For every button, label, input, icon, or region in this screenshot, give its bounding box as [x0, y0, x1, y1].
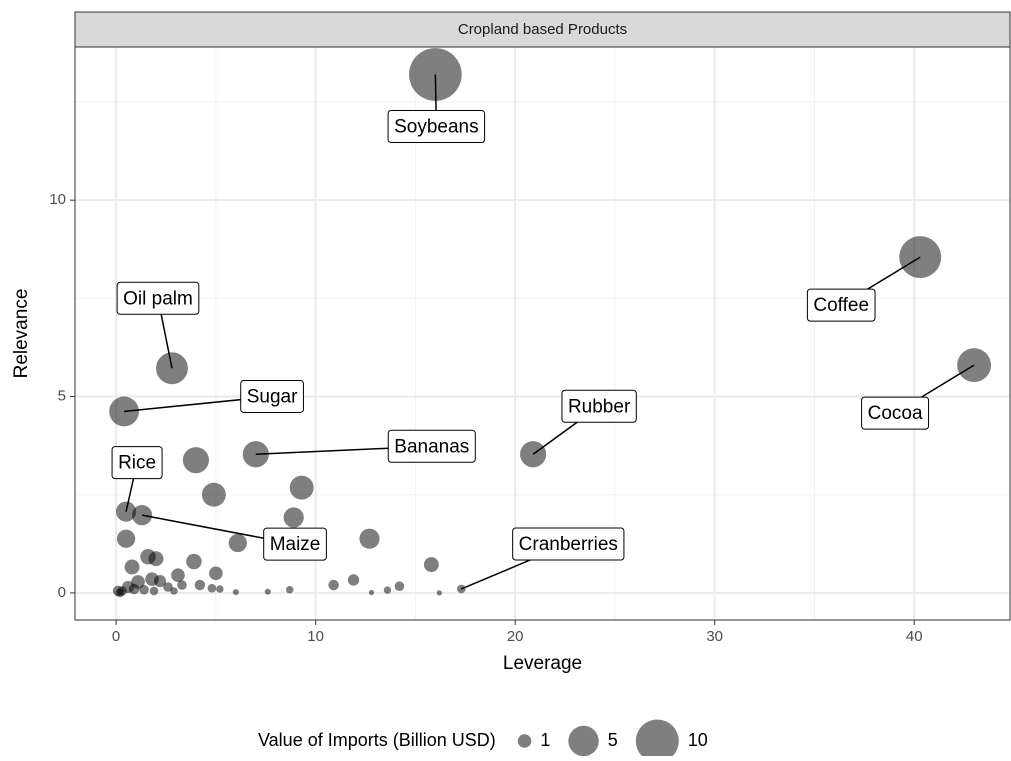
label-text: Cranberries [519, 534, 618, 555]
legend-title: Value of Imports (Billion USD) [258, 730, 496, 750]
label-text: Bananas [394, 436, 469, 457]
bubble [383, 586, 392, 594]
point-label: Cranberries [512, 527, 625, 561]
facet-strip [74, 11, 1011, 48]
point-label: Coffee [806, 288, 876, 322]
label-box [387, 109, 486, 143]
bubble [232, 589, 239, 596]
bubble [139, 584, 149, 595]
legend-key [568, 725, 599, 757]
x-tick-label: 30 [706, 628, 723, 645]
label-text: Maize [270, 534, 321, 555]
point-label: Cocoa [861, 396, 930, 430]
bubble [216, 585, 224, 593]
bubble [394, 581, 405, 592]
bubble [149, 586, 159, 596]
label-box [861, 396, 930, 430]
label-box [387, 429, 476, 463]
point-label: Oil palm [116, 281, 200, 315]
y-tick-label: 5 [58, 388, 66, 405]
bubble [109, 396, 139, 427]
y-tick-label: 0 [58, 584, 66, 601]
bubble [283, 507, 304, 528]
x-axis-title: Leverage [503, 653, 582, 674]
point-label: Sugar [240, 379, 304, 413]
bubble [186, 553, 202, 570]
bubble [347, 574, 360, 586]
bubble [171, 568, 185, 583]
point-label: Rubber [561, 389, 637, 423]
bubble [264, 588, 271, 595]
bubble [368, 589, 375, 596]
x-tick-label: 0 [112, 628, 120, 645]
bubble [148, 551, 164, 567]
bubble [423, 557, 439, 573]
label-text: Rice [118, 453, 156, 474]
legend-label: 10 [688, 730, 708, 750]
x-tick-label: 20 [507, 628, 524, 645]
point-label: Soybeans [387, 109, 486, 143]
x-tick-label: 10 [307, 628, 324, 645]
bubble [436, 590, 442, 596]
bubble [163, 582, 173, 592]
bubble [359, 528, 380, 549]
label-box [240, 379, 304, 413]
bubble [201, 482, 226, 507]
bubble [115, 588, 125, 598]
label-text: Coffee [813, 295, 869, 316]
label-box [116, 281, 200, 315]
legend-label: 5 [608, 730, 618, 750]
legend-key [635, 719, 679, 761]
bubble [194, 579, 206, 591]
y-tick-label: 10 [49, 191, 66, 208]
label-text: Oil palm [123, 288, 193, 309]
label-box [263, 527, 327, 561]
bubble [177, 580, 187, 590]
bubble [153, 575, 167, 588]
bubble [285, 586, 294, 594]
label-text: Cocoa [868, 403, 923, 424]
label-text: Soybeans [394, 117, 479, 138]
label-box [111, 446, 163, 480]
bubble [409, 48, 462, 101]
bubble [228, 533, 247, 553]
bubble [124, 559, 140, 575]
bubble [128, 583, 140, 595]
bubble [207, 583, 217, 593]
facet-label: Cropland based Products [458, 21, 627, 38]
point-label: Maize [263, 527, 327, 561]
label-box [561, 389, 637, 423]
point-label: Rice [111, 446, 163, 480]
bubble [116, 529, 136, 548]
panel [75, 47, 1010, 620]
bubble [209, 566, 223, 581]
y-axis-title: Relevance [11, 289, 32, 379]
point-label: Bananas [387, 429, 476, 463]
bubble [182, 447, 209, 474]
bubble [328, 579, 339, 591]
label-box [512, 527, 625, 561]
label-text: Rubber [568, 396, 631, 417]
legend-key [517, 734, 532, 748]
legend-label: 1 [540, 730, 550, 750]
label-text: Sugar [247, 386, 298, 407]
label-box [806, 288, 876, 322]
bubble [899, 236, 942, 279]
x-tick-label: 40 [906, 628, 923, 645]
panel-border [74, 46, 1011, 621]
bubble [289, 475, 314, 500]
bubble [170, 587, 178, 595]
